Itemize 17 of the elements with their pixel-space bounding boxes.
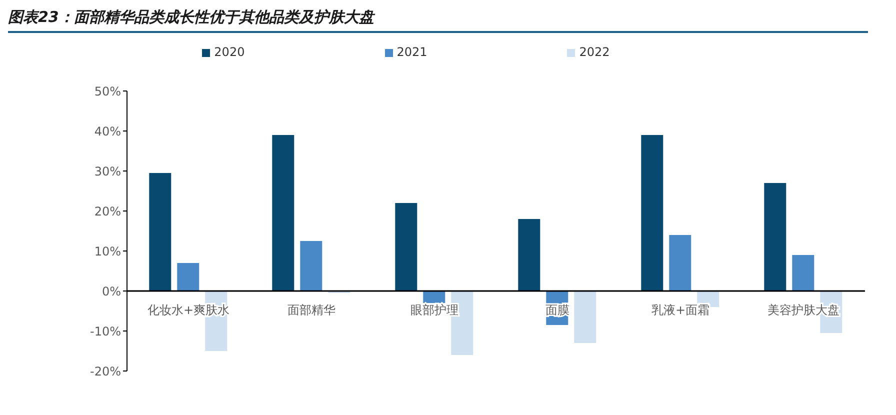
- y-tick-label: 30%: [94, 164, 121, 178]
- y-tick-label: 20%: [94, 204, 121, 218]
- x-tick-label: 乳液+面霜: [651, 303, 710, 317]
- y-tick-label: 50%: [94, 84, 121, 98]
- x-tick-label: 美容护肤大盘: [768, 303, 840, 317]
- y-tick-label: -10%: [90, 324, 121, 338]
- y-tick-label: -20%: [90, 364, 121, 378]
- x-tick-label: 化妆水+爽肤水: [147, 303, 230, 317]
- y-tick-label: 10%: [94, 244, 121, 258]
- x-tick-label: 面部精华: [288, 303, 336, 317]
- chart-title: 图表23：面部精华品类成长性优于其他品类及护肤大盘: [8, 8, 868, 33]
- y-tick-label: 0%: [102, 284, 121, 298]
- legend-label: 2020: [214, 45, 245, 59]
- x-tick-label: 眼部护理: [410, 303, 458, 317]
- legend-label: 2022: [579, 45, 610, 59]
- y-tick-label: 40%: [94, 124, 121, 138]
- legend-label: 2021: [396, 45, 428, 59]
